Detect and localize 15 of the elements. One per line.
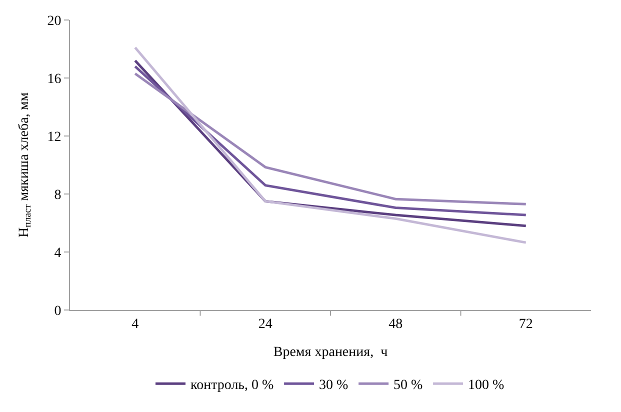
x-tick-label: 4 [132,316,139,332]
y-tick-label: 0 [54,304,62,319]
x-tick-label: 72 [518,316,533,332]
legend-label: контроль, 0 % [190,378,274,394]
y-tick-label: 8 [54,188,62,203]
x-axis-title: Время хранения, ч [273,345,388,360]
y-tick-label: 20 [47,14,62,29]
x-tick-label: 24 [258,316,272,332]
legend-label: 50 % [394,378,424,394]
y-tick-label: 12 [47,130,62,145]
legend-label: 30 % [319,378,349,394]
legend-label: 100 % [468,378,505,394]
y-tick-label: 4 [54,246,62,261]
x-tick-label: 48 [388,316,403,332]
y-tick-label: 16 [47,72,62,87]
